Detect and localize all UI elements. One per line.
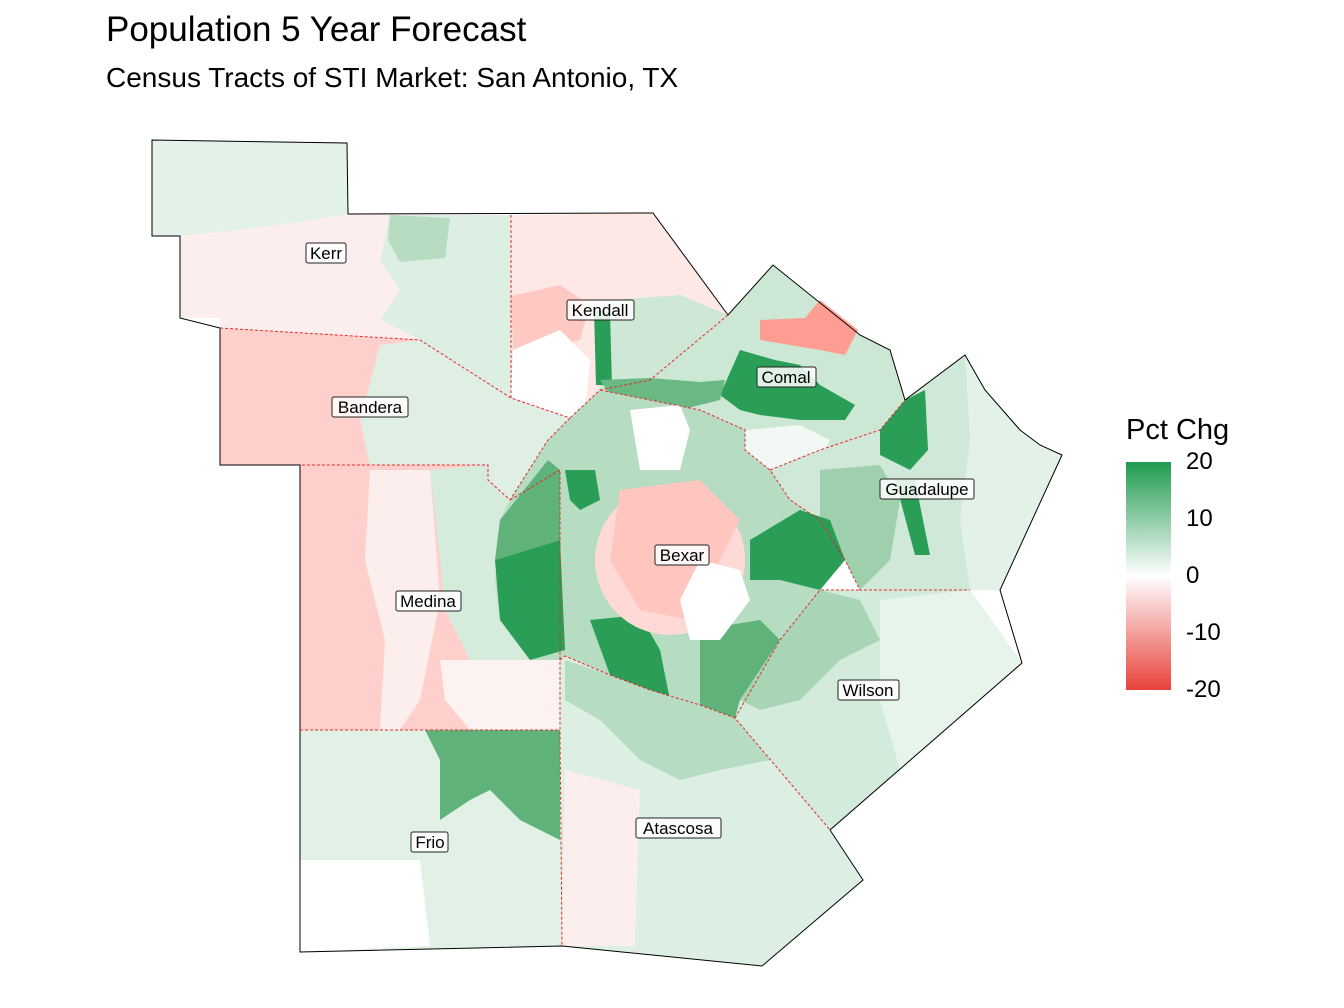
label-kerr: Kerr — [305, 242, 347, 264]
svg-text:Atascosa: Atascosa — [643, 819, 713, 838]
label-comal: Comal — [756, 366, 817, 388]
legend-tick-label: 10 — [1186, 505, 1213, 532]
tract-kerr-ne — [388, 215, 450, 262]
tract-kerr-north — [152, 140, 348, 236]
svg-text:Wilson: Wilson — [842, 681, 893, 700]
tract-kendall-dark — [594, 310, 612, 385]
tract-medina-se — [440, 660, 560, 730]
choropleth-map: Kerr Kendall Bandera Comal Guadalupe Bex… — [151, 139, 1063, 967]
label-wilson: Wilson — [837, 679, 900, 701]
tract-bexar-west-dark — [495, 540, 565, 660]
svg-text:Bandera: Bandera — [338, 398, 403, 417]
svg-text:Kendall: Kendall — [572, 301, 629, 320]
chart-title: Population 5 Year Forecast — [106, 10, 527, 49]
tract-bexar-east-dark — [750, 510, 845, 590]
tract-frio-sw — [300, 860, 430, 952]
legend-color-bar — [1126, 462, 1171, 690]
tract-bexar-core-white — [680, 560, 750, 640]
label-atascosa: Atascosa — [635, 817, 722, 839]
svg-text:Kerr: Kerr — [310, 244, 342, 263]
tract-atascosa-pink — [562, 770, 640, 946]
label-bexar: Bexar — [654, 544, 710, 566]
tract-bexar-west — [495, 460, 560, 560]
region-outline — [151, 139, 1063, 967]
legend-title: Pct Chg — [1126, 414, 1230, 446]
label-guadalupe: Guadalupe — [879, 478, 975, 500]
tract-guadalupe-east — [960, 355, 1062, 590]
svg-text:Bexar: Bexar — [660, 546, 705, 565]
tract-frio-green — [425, 730, 560, 840]
legend-tick-label: 0 — [1186, 562, 1200, 589]
county-boundaries — [219, 215, 970, 947]
label-frio: Frio — [410, 831, 449, 853]
tract-bandera-east — [360, 340, 570, 500]
legend-tick-label: 20 — [1186, 448, 1213, 475]
tract-bexar-nw — [565, 470, 600, 510]
svg-text:Guadalupe: Guadalupe — [885, 480, 968, 499]
tract-wilson-west — [740, 590, 880, 710]
tract-bexar-se — [700, 620, 780, 718]
tract-kendall-s — [511, 330, 590, 418]
svg-text:Medina: Medina — [400, 592, 456, 611]
tract-wilson-east — [880, 590, 1022, 770]
svg-text:Frio: Frio — [415, 833, 444, 852]
tract-guadalupe-dark — [880, 390, 928, 470]
label-kendall: Kendall — [566, 299, 635, 321]
label-medina: Medina — [395, 590, 462, 612]
legend-tick-label: -20 — [1186, 676, 1221, 703]
label-bandera: Bandera — [331, 396, 409, 418]
legend-tick-label: -10 — [1186, 619, 1221, 646]
chart-subtitle: Census Tracts of STI Market: San Antonio… — [106, 62, 679, 93]
svg-text:Comal: Comal — [761, 368, 810, 387]
tract-atascosa-north — [565, 660, 770, 780]
tract-bexar-north-white — [630, 405, 690, 470]
